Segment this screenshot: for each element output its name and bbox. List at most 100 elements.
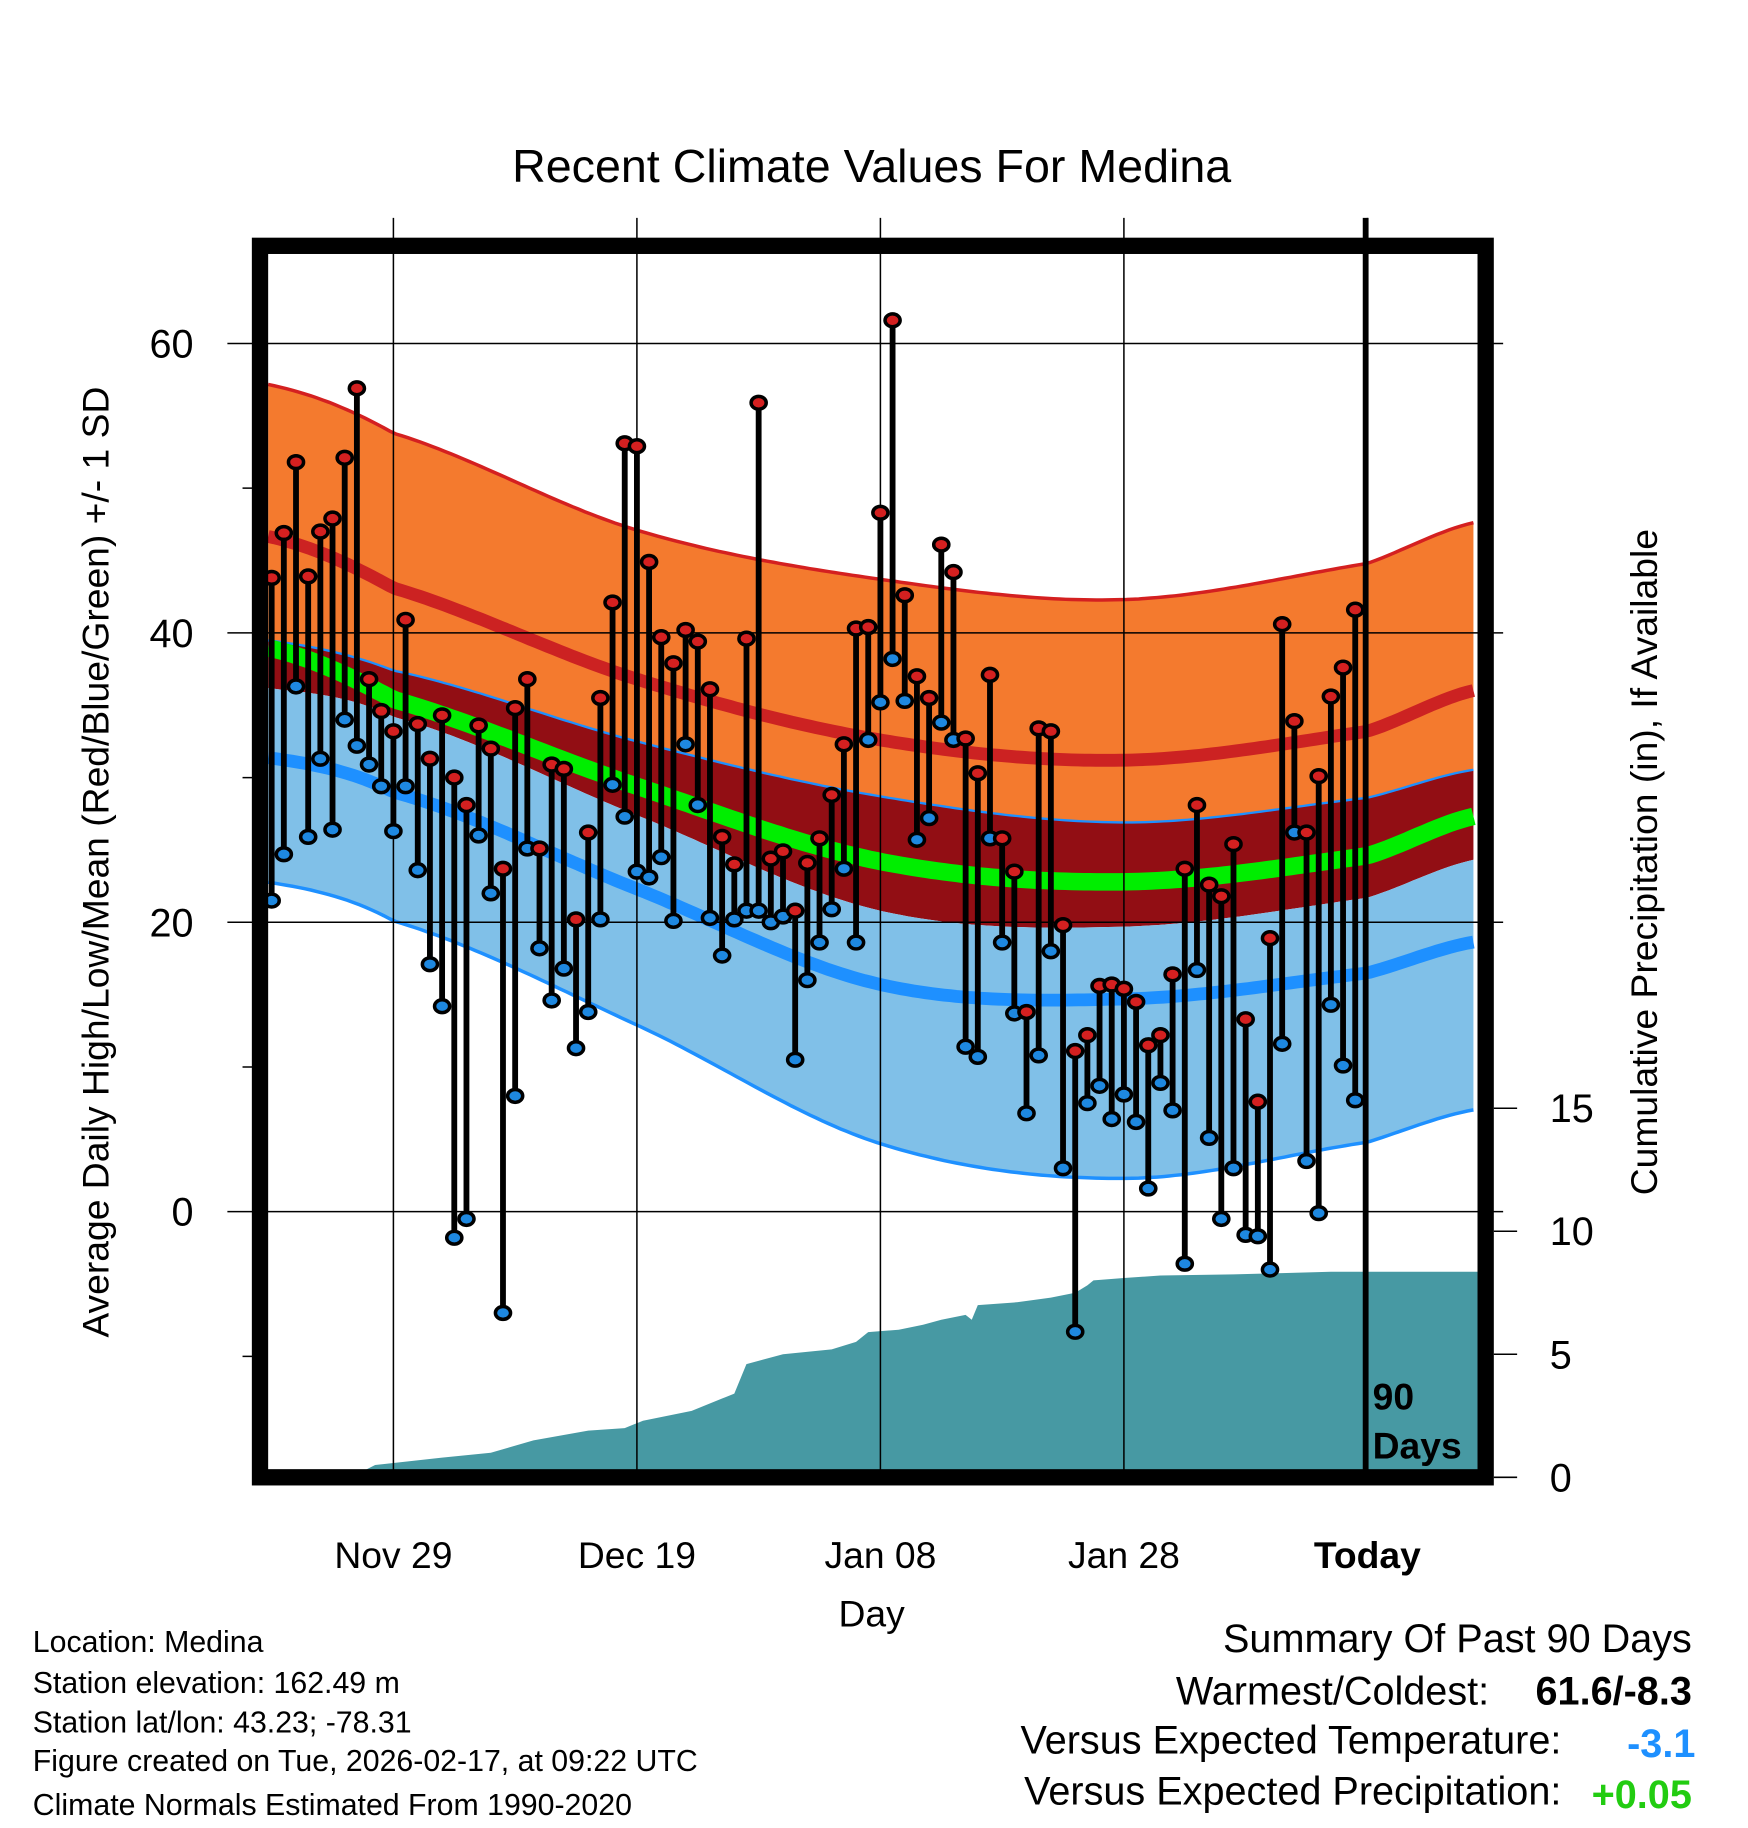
daily-high-point <box>1272 616 1292 633</box>
daily-low-point <box>1090 1077 1109 1094</box>
daily-high-point <box>578 824 598 841</box>
daily-high-point <box>1236 1011 1255 1028</box>
daily-low-point <box>858 731 878 749</box>
daily-low-point <box>469 827 488 844</box>
daily-high-point <box>944 563 963 581</box>
daily-low-point <box>871 694 890 711</box>
y-tick-label: 60 <box>150 322 194 366</box>
daily-low-point <box>286 678 306 695</box>
daily-high-point <box>1126 993 1146 1011</box>
daily-low-point <box>712 947 732 964</box>
daily-low-point <box>578 1003 598 1021</box>
high-sd-band <box>268 384 1474 823</box>
daily-high-point <box>822 786 842 804</box>
daily-high-point <box>1065 1042 1085 1060</box>
daily-high-point <box>566 911 586 928</box>
summary: Summary Of Past 90 Days Warmest/Coldest:… <box>1020 1617 1695 1817</box>
daily-low-point <box>700 909 720 927</box>
daily-low-point <box>335 711 355 728</box>
daily-low-point <box>968 1048 988 1066</box>
daily-high-point <box>335 449 355 466</box>
x-tick-label: Jan 28 <box>1068 1534 1180 1576</box>
daily-high-point <box>1017 1003 1036 1021</box>
daily-low-point <box>396 778 415 795</box>
axes: Nov 29 Dec 19 Jan 08 Jan 28 Today 60 40 20 0 0 5 10… <box>150 322 1594 1576</box>
daily-low-point <box>1175 1255 1195 1272</box>
daily-high-point <box>530 840 549 857</box>
daily-low-point <box>615 808 635 825</box>
daily-low-point <box>749 902 768 919</box>
daily-low-point <box>907 831 927 848</box>
daily-low-point <box>919 809 939 827</box>
daily-high-point <box>1151 1026 1170 1044</box>
daily-high-point <box>1285 712 1304 730</box>
daily-low-point <box>895 692 915 710</box>
daily-low-point <box>1029 1047 1049 1064</box>
daily-low-point <box>688 796 708 814</box>
daily-high-point <box>1211 888 1231 905</box>
daily-low-point <box>1260 1261 1280 1278</box>
y-axis-label: Average Daily High/Low/Mean (Red/Blue/Gr… <box>75 387 117 1338</box>
daily-high-point <box>895 587 915 604</box>
daily-high-point <box>396 611 415 629</box>
daily-high-point <box>798 854 817 872</box>
daily-high-point <box>773 843 793 860</box>
daily-high-point <box>1041 723 1061 740</box>
daily-low-point <box>1053 1160 1073 1177</box>
daily-high-point <box>469 717 488 734</box>
daily-low-point <box>1224 1160 1243 1177</box>
daily-low-point <box>1272 1035 1292 1052</box>
daily-low-point <box>1065 1323 1085 1340</box>
daily-high-point <box>359 671 379 688</box>
daily-high-point <box>457 796 476 814</box>
daily-high-point <box>664 655 683 672</box>
warmest-value: 61.6/-8.3 <box>1536 1670 1692 1714</box>
period-label-number: 90 <box>1373 1376 1414 1418</box>
daily-low-point <box>347 737 367 754</box>
precip-area <box>265 1271 1478 1478</box>
daily-high-point <box>1078 1026 1097 1044</box>
summary-title: Summary Of Past 90 Days <box>1223 1617 1692 1661</box>
daily-high-point <box>980 666 1000 683</box>
daily-low-point <box>846 934 866 951</box>
precip-label: Versus Expected Precipitation: <box>1024 1770 1561 1814</box>
daily-high-point <box>591 689 610 707</box>
low-plus-sd-line <box>268 639 1474 824</box>
daily-high-point <box>481 740 501 757</box>
y-right-tick-label: 15 <box>1550 1087 1594 1131</box>
daily-low-point <box>639 869 659 886</box>
cumulative-precip-area <box>265 1271 1478 1478</box>
daily-high-point <box>274 524 294 542</box>
daily-low-point <box>1187 961 1207 979</box>
daily-high-point <box>651 629 671 646</box>
daily-high-point <box>956 730 975 747</box>
daily-high-point <box>323 510 342 527</box>
daily-low-point <box>298 828 318 846</box>
daily-low-point <box>481 885 501 902</box>
daily-high-point <box>627 438 647 455</box>
daily-low-point <box>1333 1057 1353 1074</box>
daily-high-point <box>968 765 988 782</box>
daily-low-point <box>1297 1152 1316 1170</box>
daily-high-point <box>749 394 768 411</box>
y-right-tick-label: 0 <box>1550 1456 1572 1500</box>
daily-high-point <box>1053 917 1073 934</box>
daily-high-point <box>518 671 537 688</box>
daily-low-point <box>664 912 683 929</box>
daily-high-point <box>371 702 391 720</box>
daily-low-point <box>408 862 428 879</box>
daily-high-point <box>871 504 890 521</box>
period-label-days: Days <box>1373 1425 1462 1467</box>
daily-high-point <box>505 699 525 717</box>
daily-low-point <box>323 821 342 838</box>
daily-low-point <box>1248 1228 1268 1245</box>
temp-label: Versus Expected Temperature: <box>1020 1718 1561 1762</box>
daily-low-point <box>1102 1110 1122 1128</box>
daily-low-point <box>834 860 854 877</box>
daily-high-point <box>1248 1093 1268 1110</box>
daily-marks <box>262 312 1365 1340</box>
info-created: Figure created on Tue, 2026-02-17, at 09… <box>33 1745 698 1778</box>
daily-low-point <box>1199 1129 1219 1147</box>
daily-high-point <box>1260 930 1280 947</box>
daily-high-point <box>785 902 805 919</box>
